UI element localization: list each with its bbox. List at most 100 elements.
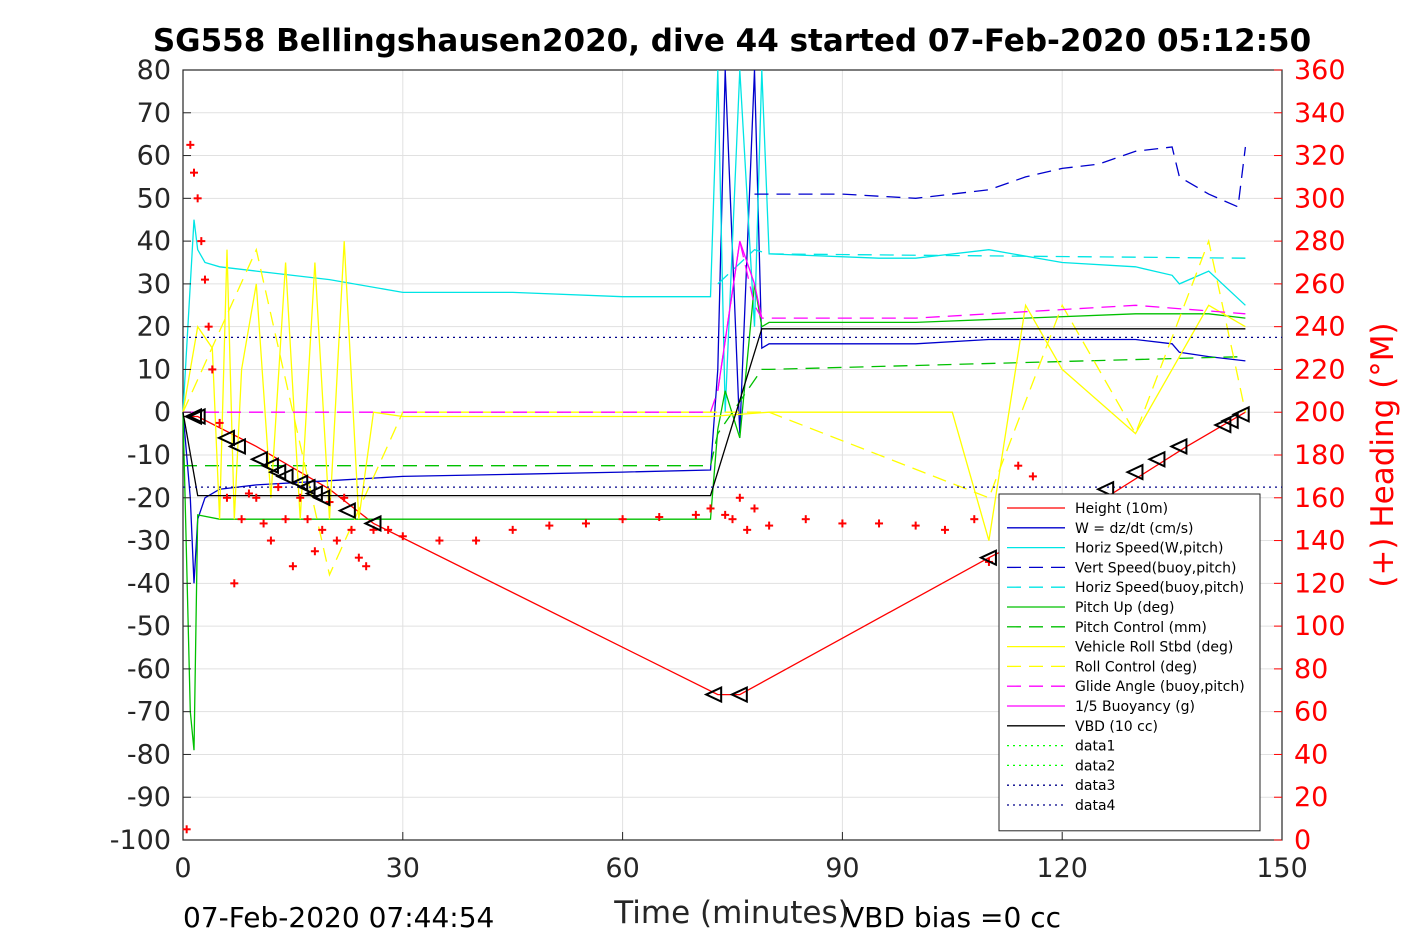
legend-label: VBD (10 cc) bbox=[1075, 719, 1158, 735]
x-ticks: 0 30 60 90 120 150 bbox=[174, 832, 1308, 884]
y-tick-label: -100 bbox=[110, 825, 171, 856]
chart-title: SG558 Bellingshausen2020, dive 44 starte… bbox=[153, 23, 1311, 59]
x-tick-label: 30 bbox=[386, 853, 420, 884]
series-layer bbox=[182, 69, 1282, 751]
series-line-8 bbox=[182, 238, 1247, 577]
depth-marker bbox=[227, 437, 246, 456]
legend-label: Vehicle Roll Stbd (deg) bbox=[1075, 640, 1233, 656]
series-line-11 bbox=[182, 328, 1246, 497]
y-right-tick-label: 360 bbox=[1294, 55, 1346, 86]
heading-point bbox=[274, 483, 283, 492]
series-line-9 bbox=[183, 240, 1246, 413]
depth-marker bbox=[260, 457, 279, 475]
heading-point bbox=[197, 237, 206, 246]
y-right-tick-label: 200 bbox=[1294, 397, 1346, 428]
y-right-tick-label: 40 bbox=[1294, 739, 1328, 770]
heading-point bbox=[911, 521, 920, 530]
y-tick-label: -30 bbox=[127, 526, 171, 557]
depth-marker bbox=[275, 467, 294, 485]
y-right-tick-label: 220 bbox=[1294, 354, 1346, 385]
heading-point bbox=[332, 536, 341, 545]
series-line-2 bbox=[182, 69, 1246, 413]
footer-timestamp: 07-Feb-2020 07:44:54 bbox=[183, 901, 494, 934]
heading-point bbox=[215, 418, 224, 427]
heading-point bbox=[838, 519, 847, 528]
y-tick-label: -10 bbox=[127, 440, 171, 471]
heading-point bbox=[970, 515, 979, 524]
x-axis-label: Time (minutes) bbox=[613, 895, 849, 931]
y-axis-right-label: (+) Heading (°M) bbox=[1365, 322, 1401, 587]
heading-point bbox=[545, 521, 554, 530]
heading-point bbox=[252, 493, 261, 502]
heading-point bbox=[728, 515, 737, 524]
heading-point bbox=[655, 513, 664, 522]
depth-marker bbox=[363, 514, 382, 533]
y-tick-label: 20 bbox=[137, 312, 171, 343]
footer-vbd-bias: VBD bias =0 cc bbox=[845, 901, 1061, 934]
series-line-7 bbox=[182, 241, 1246, 541]
y-tick-label: -50 bbox=[127, 611, 171, 642]
y-right-tick-label: 140 bbox=[1294, 526, 1346, 557]
legend-label: W = dz/dt (cm/s) bbox=[1075, 521, 1194, 537]
series-line-1 bbox=[182, 69, 1246, 584]
heading-point bbox=[354, 553, 363, 562]
legend-label: Horiz Speed(buoy,pitch) bbox=[1075, 580, 1244, 596]
x-tick-label: 60 bbox=[605, 853, 639, 884]
legend-label: data1 bbox=[1075, 739, 1115, 755]
heading-point bbox=[310, 547, 319, 556]
heading-point bbox=[940, 525, 949, 534]
heading-point bbox=[200, 275, 209, 284]
x-tick-label: 120 bbox=[1036, 853, 1088, 884]
depth-marker bbox=[978, 549, 997, 567]
marker-layer bbox=[183, 405, 1250, 704]
y-right-tick-label: 20 bbox=[1294, 782, 1328, 813]
legend-label: data2 bbox=[1075, 758, 1115, 774]
heading-point bbox=[691, 510, 700, 519]
heading-point bbox=[189, 168, 198, 177]
depth-marker bbox=[337, 502, 356, 520]
heading-point bbox=[875, 519, 884, 528]
heading-point bbox=[750, 504, 759, 513]
series-line-5 bbox=[182, 283, 1246, 751]
y-tick-label: -90 bbox=[127, 782, 171, 813]
x-tick-label: 0 bbox=[174, 853, 191, 884]
heading-point bbox=[222, 493, 231, 502]
series-line-6 bbox=[183, 355, 1246, 467]
heading-point bbox=[186, 140, 195, 149]
x-tick-label: 90 bbox=[825, 853, 859, 884]
legend-label: Vert Speed(buoy,pitch) bbox=[1075, 560, 1237, 576]
y-right-tick-label: 240 bbox=[1294, 312, 1346, 343]
y-tick-label: 40 bbox=[137, 226, 171, 257]
heading-point bbox=[244, 489, 253, 498]
heading-point bbox=[340, 493, 349, 502]
series-line-0 bbox=[183, 411, 1246, 696]
heading-point bbox=[303, 515, 312, 524]
depth-marker bbox=[1231, 405, 1250, 423]
depth-marker bbox=[1169, 437, 1188, 456]
heading-point bbox=[765, 521, 774, 530]
y-right-tick-label: 0 bbox=[1294, 825, 1311, 856]
heading-point bbox=[230, 579, 239, 588]
heading-point bbox=[204, 322, 213, 331]
y-right-tick-label: 160 bbox=[1294, 483, 1346, 514]
y-tick-label: -60 bbox=[127, 654, 171, 685]
heading-point bbox=[384, 525, 393, 534]
depth-marker bbox=[1220, 412, 1239, 430]
depth-marker bbox=[1125, 463, 1144, 481]
y-tick-label: 70 bbox=[137, 98, 171, 129]
heading-point bbox=[208, 365, 217, 374]
legend-label: Height (10m) bbox=[1075, 501, 1168, 517]
heading-point bbox=[618, 515, 627, 524]
legend-box bbox=[998, 493, 1261, 832]
y-tick-label: 80 bbox=[137, 55, 171, 86]
y-tick-label: 50 bbox=[137, 183, 171, 214]
heading-point bbox=[362, 562, 371, 571]
legend-label: Pitch Up (deg) bbox=[1075, 600, 1174, 616]
y-tick-label: -20 bbox=[127, 483, 171, 514]
legend-label: data3 bbox=[1075, 778, 1115, 794]
heading-point bbox=[288, 562, 297, 571]
heading-point bbox=[743, 525, 752, 534]
legend-label: Glide Angle (buoy,pitch) bbox=[1075, 679, 1245, 695]
heading-point bbox=[237, 515, 246, 524]
y-tick-label: 60 bbox=[137, 141, 171, 172]
